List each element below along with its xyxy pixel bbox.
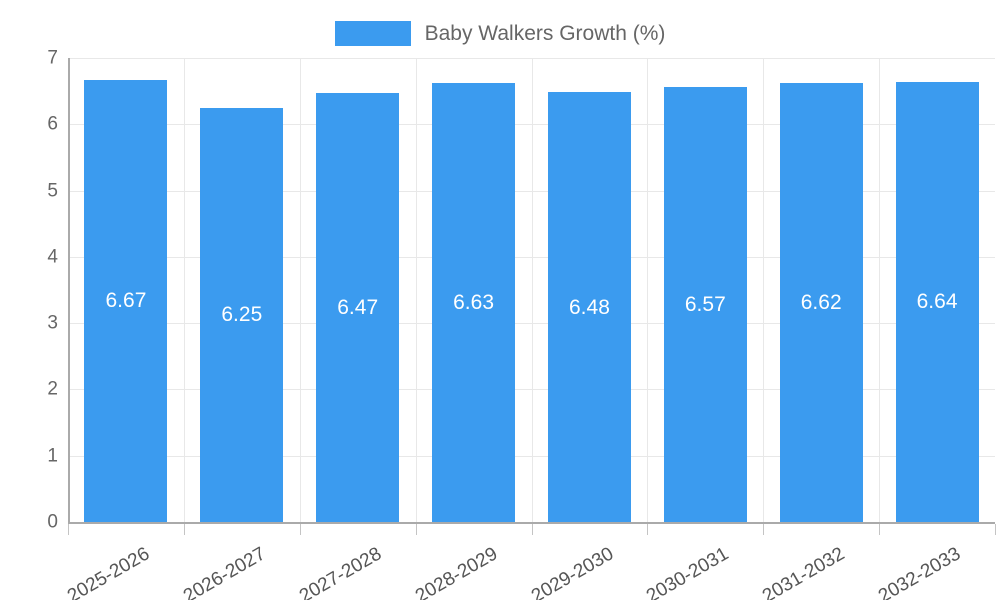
gridline-horizontal xyxy=(68,58,995,59)
bar-value-label: 6.63 xyxy=(453,290,494,314)
bar-value-label: 6.64 xyxy=(916,290,958,314)
color-swatch-icon xyxy=(334,20,411,46)
gridline-vertical xyxy=(763,58,764,522)
gridline-vertical xyxy=(416,58,417,522)
bar-value-label: 6.57 xyxy=(684,292,726,316)
bar[interactable]: 6.25 xyxy=(200,107,284,522)
y-axis-tick-label: 6 xyxy=(47,113,58,135)
bar-value-label: 6.67 xyxy=(105,289,147,313)
x-axis-tick-mark xyxy=(184,524,185,535)
legend-item-label: Baby Walkers Growth (%) xyxy=(424,21,666,45)
y-axis-tick-labels: 7 6 5 4 3 2 1 0 xyxy=(0,0,58,600)
x-axis-tick-mark xyxy=(300,524,301,535)
gridline-vertical xyxy=(532,58,533,522)
x-axis-line xyxy=(68,522,995,524)
bar[interactable]: 6.67 xyxy=(84,79,168,522)
y-axis-tick-label: 3 xyxy=(47,312,58,334)
x-axis-tick-mark xyxy=(647,524,648,535)
gridline-horizontal xyxy=(68,389,995,391)
gridline-vertical xyxy=(647,58,648,522)
gridline-vertical xyxy=(184,58,185,522)
bar[interactable]: 6.62 xyxy=(779,83,863,522)
y-axis-line xyxy=(68,58,70,522)
y-axis-tick-label: 1 xyxy=(47,445,58,467)
gridline-vertical xyxy=(879,58,880,522)
bar-value-label: 6.62 xyxy=(800,291,842,315)
x-axis-tick-mark xyxy=(68,524,69,535)
y-axis-tick-label: 5 xyxy=(47,180,58,202)
gridline-horizontal xyxy=(68,455,995,457)
plot-area xyxy=(68,58,995,523)
y-axis-tick-label: 7 xyxy=(47,47,58,69)
legend-item-baby-walkers-growth[interactable]: Baby Walkers Growth (%) xyxy=(334,20,666,46)
y-axis-tick-label: 2 xyxy=(47,378,58,400)
bar-value-label: 6.48 xyxy=(569,295,610,319)
x-axis-tick-mark xyxy=(763,524,764,535)
bar-value-label: 6.47 xyxy=(337,296,379,320)
bar-series-baby-walkers-growth: 6.67 6.25 6.47 6.63 6.48 6.57 6.62 6.64 xyxy=(68,58,995,522)
gridline-horizontal xyxy=(68,323,995,325)
bar-value-label: 6.25 xyxy=(221,303,263,327)
x-axis-tick-mark xyxy=(879,524,880,535)
bar[interactable]: 6.47 xyxy=(316,93,400,522)
x-axis-tick-mark xyxy=(995,524,996,535)
chart-legend: Baby Walkers Growth (%) xyxy=(0,18,1000,48)
bar[interactable]: 6.57 xyxy=(663,86,747,522)
gridline-horizontal xyxy=(68,256,995,258)
gridline-vertical xyxy=(300,58,301,522)
bar[interactable]: 6.64 xyxy=(895,81,979,522)
gridline-horizontal xyxy=(68,124,995,126)
x-axis-tick-mark xyxy=(416,524,417,535)
gridline-horizontal xyxy=(68,190,995,192)
bar[interactable]: 6.63 xyxy=(432,82,516,522)
bar[interactable]: 6.48 xyxy=(547,92,631,522)
y-axis-tick-label: 4 xyxy=(47,246,58,268)
x-axis-tick-mark xyxy=(532,524,533,535)
y-axis-tick-label: 0 xyxy=(47,511,58,533)
